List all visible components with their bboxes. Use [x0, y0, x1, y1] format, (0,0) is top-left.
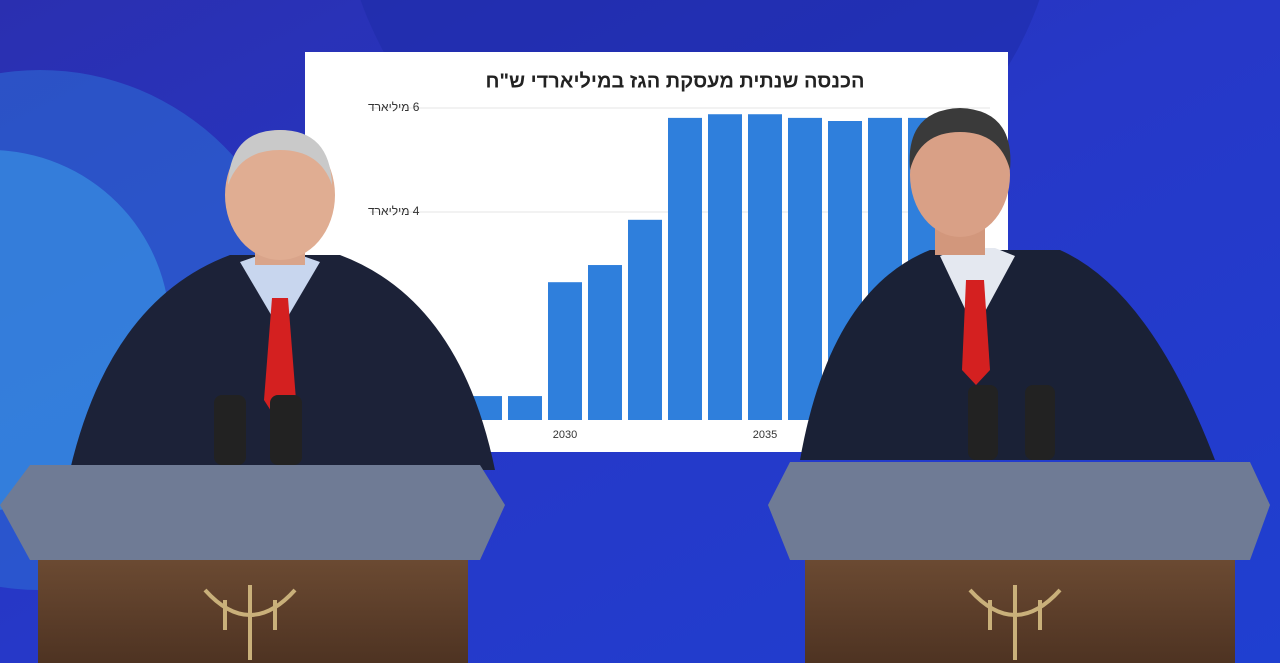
bar: [548, 282, 582, 420]
chart-title: הכנסה שנתית מעסקת הגז במיליארדי ש"ח: [485, 70, 864, 92]
x-tick-label: 2035: [753, 429, 777, 441]
y-tick-label: 4 מיליארד: [368, 204, 420, 218]
podium-left: [0, 465, 505, 663]
y-tick-label: 6 מיליארד: [368, 100, 420, 114]
speaker-left: [70, 130, 495, 470]
podium-right: [768, 462, 1270, 663]
bar: [708, 114, 742, 421]
bar: [748, 114, 782, 421]
bar: [508, 396, 542, 420]
bar: [668, 117, 702, 420]
x-tick-label: 2030: [553, 429, 577, 441]
bar: [788, 117, 822, 420]
speaker-right: [800, 108, 1215, 460]
bar: [628, 219, 662, 420]
bar: [588, 265, 622, 420]
